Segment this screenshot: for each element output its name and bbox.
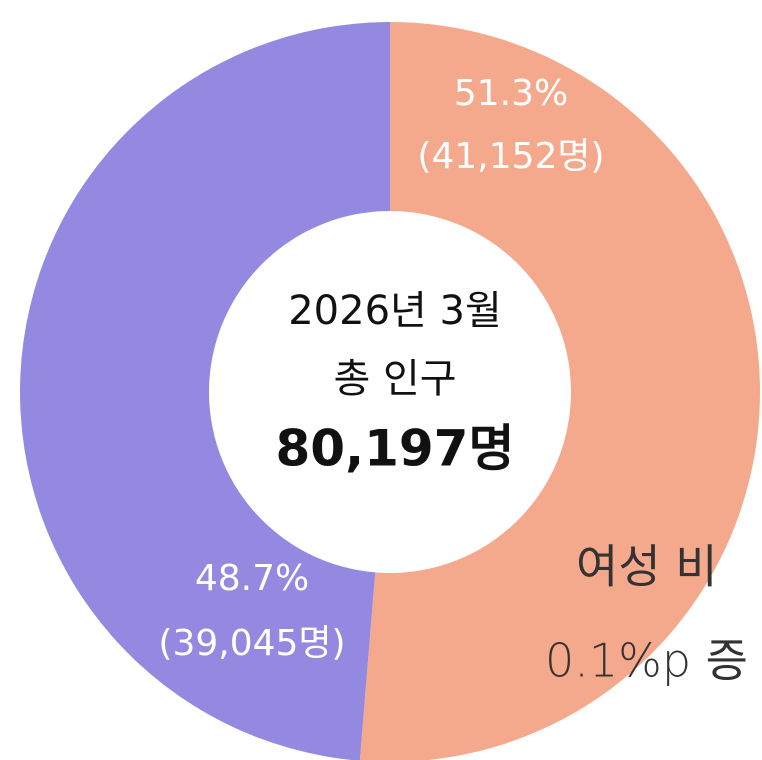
slice-percent-label: 51.3% xyxy=(454,73,568,114)
slice-count-label: (41,152명) xyxy=(417,136,604,177)
center-caption: 총 인구 xyxy=(333,356,456,402)
slice-count-label: (39,045명) xyxy=(158,623,345,664)
donut-slice xyxy=(20,22,390,760)
center-date: 2026년 3월 xyxy=(288,288,502,334)
annotation-line: 여성 비 xyxy=(576,540,718,594)
slice-percent-label: 48.7% xyxy=(195,558,309,599)
annotation-line: 0.1%p 증 xyxy=(545,634,748,688)
center-total: 80,197명 xyxy=(276,420,515,478)
donut-slice xyxy=(359,22,760,760)
